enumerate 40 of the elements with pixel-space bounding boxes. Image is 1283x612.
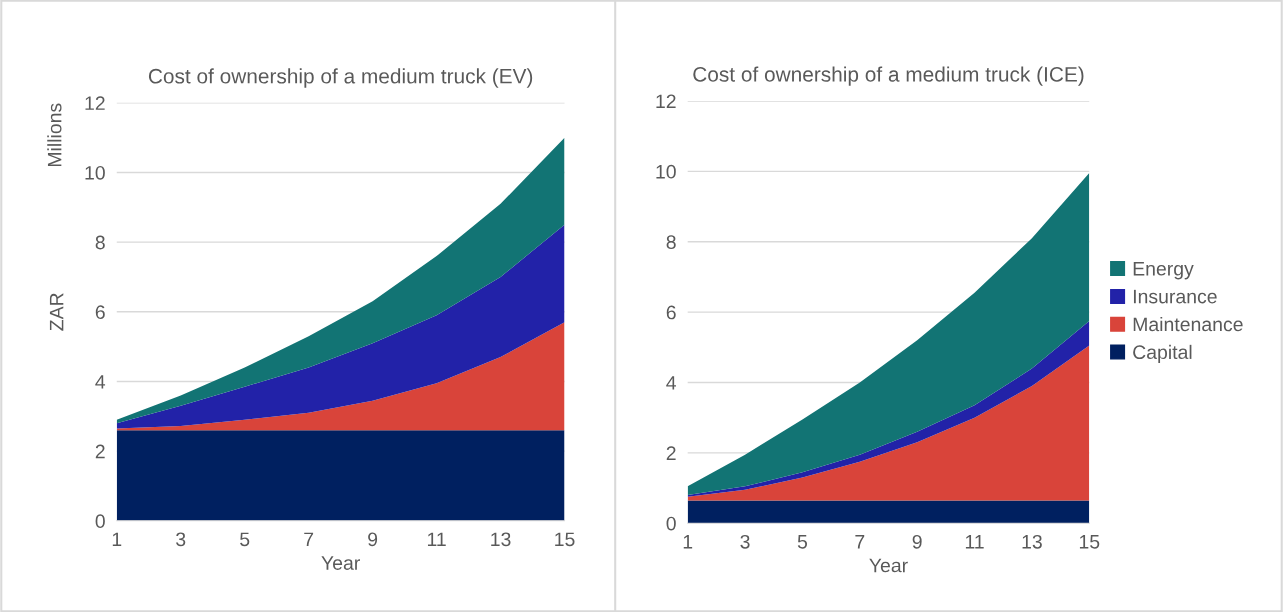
legend-label: Energy (1133, 262, 1194, 280)
x-axis-title: Year (869, 558, 908, 573)
x-tick-label: 11 (427, 532, 446, 547)
x-tick-label: 7 (855, 535, 865, 549)
x-tick-label: 15 (1079, 535, 1100, 549)
x-tick-label: 11 (965, 535, 984, 549)
x-tick-label: 15 (555, 532, 575, 547)
text: Millions (47, 103, 62, 167)
x-tick-label: 13 (491, 532, 511, 547)
y-tick-label: 12 (85, 96, 105, 110)
legend-label: Insurance (1133, 289, 1217, 304)
legend-label: Maintenance (1133, 316, 1243, 332)
y-tick-label: 8 (95, 235, 105, 250)
x-tick-label: 1 (112, 532, 122, 547)
y-tick-label: 0 (666, 516, 676, 531)
y-tick-label: 12 (656, 94, 676, 109)
x-axis-title: Year (321, 556, 360, 570)
y-tick-label: 10 (656, 164, 676, 179)
legend-label: Capital (1133, 344, 1192, 363)
x-tick-label: 5 (797, 535, 808, 549)
y-tick-label: 2 (666, 446, 676, 460)
y-tick-label: 6 (95, 305, 105, 320)
y-tick-label: 4 (95, 375, 106, 389)
x-tick-label: 13 (1022, 534, 1042, 549)
y-tick-label: 6 (666, 305, 676, 320)
y-tick-label: 4 (666, 376, 677, 390)
chart-title: Cost of ownership of a medium truck (EV) (148, 68, 533, 88)
x-tick-label: 9 (368, 532, 378, 547)
x-tick-label: 7 (304, 532, 314, 547)
x-tick-label: 9 (912, 534, 922, 549)
x-tick-label: 1 (683, 535, 693, 549)
y-tick-label: 2 (95, 444, 105, 459)
y-axis-title: ZAR (49, 293, 64, 331)
y-tick-label: 8 (666, 235, 676, 249)
y-tick-label: 0 (95, 514, 105, 529)
chart-title: Cost of ownership of a medium truck (ICE) (693, 66, 1084, 86)
x-tick-label: 5 (240, 532, 250, 547)
x-tick-label: 3 (740, 534, 750, 549)
y-tick-label: 10 (85, 165, 105, 180)
x-tick-label: 3 (176, 532, 186, 547)
